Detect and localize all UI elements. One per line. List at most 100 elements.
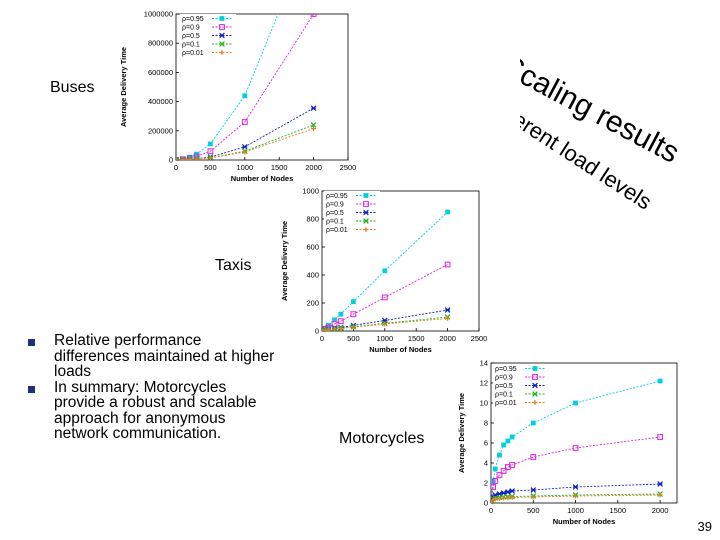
data-point	[573, 493, 578, 499]
x-tick-label: 1500	[609, 506, 626, 515]
legend-entry-label: ρ=0.95	[182, 16, 204, 23]
y-tick-label: 800000	[148, 39, 173, 48]
legend-entry-label: ρ=0.9	[495, 375, 513, 382]
legend-marker	[219, 24, 225, 30]
y-tick-label: 400000	[148, 97, 173, 106]
data-point	[338, 326, 344, 331]
series-line	[491, 436, 661, 503]
data-point	[492, 466, 498, 472]
data-point	[505, 489, 511, 495]
data-point	[657, 481, 663, 487]
plot-frame	[490, 362, 678, 504]
legend-marker	[219, 32, 225, 39]
y-tick-label: 600	[306, 243, 319, 252]
data-point	[310, 122, 317, 128]
data-point	[444, 307, 451, 313]
legend-entry-label: ρ=0.95	[326, 193, 348, 200]
y-axis-label: Average Delivery Time	[119, 47, 128, 127]
x-tick-label: 1000	[376, 334, 393, 343]
legend-marker	[363, 209, 369, 216]
data-point	[500, 468, 507, 474]
x-tick-label: 2000	[439, 334, 456, 343]
data-point	[242, 93, 248, 99]
data-point	[310, 14, 317, 17]
series-line	[491, 380, 661, 503]
legend-entry-label: ρ=0.1	[495, 392, 513, 399]
x-tick-label: 1000	[567, 506, 584, 515]
data-point	[381, 294, 388, 301]
x-tick-label: 1500	[408, 334, 425, 343]
data-point	[509, 488, 515, 494]
y-tick-label: 200000	[148, 126, 173, 135]
legend-entry-label: ρ=0.01	[182, 50, 204, 57]
x-axis-label: Number of Nodes	[553, 517, 616, 526]
y-tick-label: 1000	[302, 187, 319, 196]
x-tick-label: 2500	[471, 334, 488, 343]
data-point	[350, 311, 357, 318]
legend-entry-label: ρ=0.1	[326, 219, 344, 226]
data-point	[332, 317, 337, 323]
data-point	[530, 494, 536, 500]
title-main-text: Scaling results	[520, 49, 684, 170]
x-tick-label: 500	[347, 334, 360, 343]
x-tick-label: 0	[489, 506, 493, 515]
legend-marker	[219, 16, 225, 21]
buses-chart: 0 500 1000 1500 2000 2500 0 200000 400000 600000 8…	[119, 10, 357, 184]
motorcycles-chart: 0 500 1000 1500 2000 0 2 4 6 8 10 12 14 Number of Nod…	[457, 359, 678, 526]
legend-entry-label: ρ=0.01	[326, 227, 348, 234]
legend-entry-label: ρ=0.95	[495, 366, 517, 373]
bullet-item: Relative performance differences maintai…	[28, 333, 278, 380]
data-point	[657, 492, 663, 498]
legend-marker	[532, 382, 538, 389]
data-point	[241, 119, 248, 125]
y-tick-label: 2	[484, 479, 488, 488]
y-tick-label: 400	[306, 271, 319, 280]
data-point	[657, 378, 663, 384]
x-tick-label: 500	[204, 163, 217, 172]
y-tick-label: 14	[480, 359, 488, 368]
title-main: Scaling results	[497, 49, 685, 170]
bullet-list: Relative performance differences maintai…	[28, 333, 278, 442]
data-point	[241, 144, 248, 150]
y-tick-label: 0	[315, 327, 319, 336]
y-tick-label: 12	[480, 379, 488, 388]
legend-entry-label: ρ=0.5	[326, 210, 344, 217]
legend-marker	[532, 374, 538, 380]
bullet-text: In summary: Motorcycles provide a robust…	[54, 378, 257, 442]
data-point	[573, 400, 578, 406]
data-point	[332, 326, 337, 331]
data-point	[530, 420, 536, 426]
y-tick-label: 8	[484, 419, 488, 428]
legend-entry-label: ρ=0.9	[326, 202, 344, 209]
x-tick-label: 500	[527, 506, 540, 515]
data-point	[492, 478, 499, 484]
x-tick-label: 0	[320, 334, 324, 343]
data-point	[497, 452, 502, 458]
data-point	[351, 324, 356, 330]
data-point	[337, 318, 344, 325]
data-point	[497, 496, 502, 501]
data-point	[445, 316, 450, 321]
y-tick-label: 800	[306, 215, 319, 224]
data-point	[311, 126, 316, 132]
data-point	[187, 157, 193, 160]
data-point	[176, 157, 179, 160]
y-tick-label: 6	[484, 439, 488, 448]
data-point	[180, 157, 186, 160]
data-point	[351, 299, 356, 304]
page-number: 39	[697, 519, 712, 534]
legend-marker	[363, 193, 369, 198]
data-point	[496, 472, 503, 478]
legend-marker	[363, 201, 369, 207]
legend-marker	[363, 227, 369, 232]
data-point	[572, 445, 579, 451]
slide-title-svg: Scaling resultsfor different load levels	[457, 49, 685, 214]
x-tick-label: 2500	[340, 163, 357, 172]
data-point	[382, 268, 388, 274]
y-tick-label: 0	[484, 499, 488, 508]
data-point	[208, 141, 213, 147]
data-point	[194, 156, 200, 160]
data-point	[444, 261, 451, 268]
data-point	[530, 487, 537, 493]
legend-entry-label: ρ=0.5	[495, 383, 513, 390]
